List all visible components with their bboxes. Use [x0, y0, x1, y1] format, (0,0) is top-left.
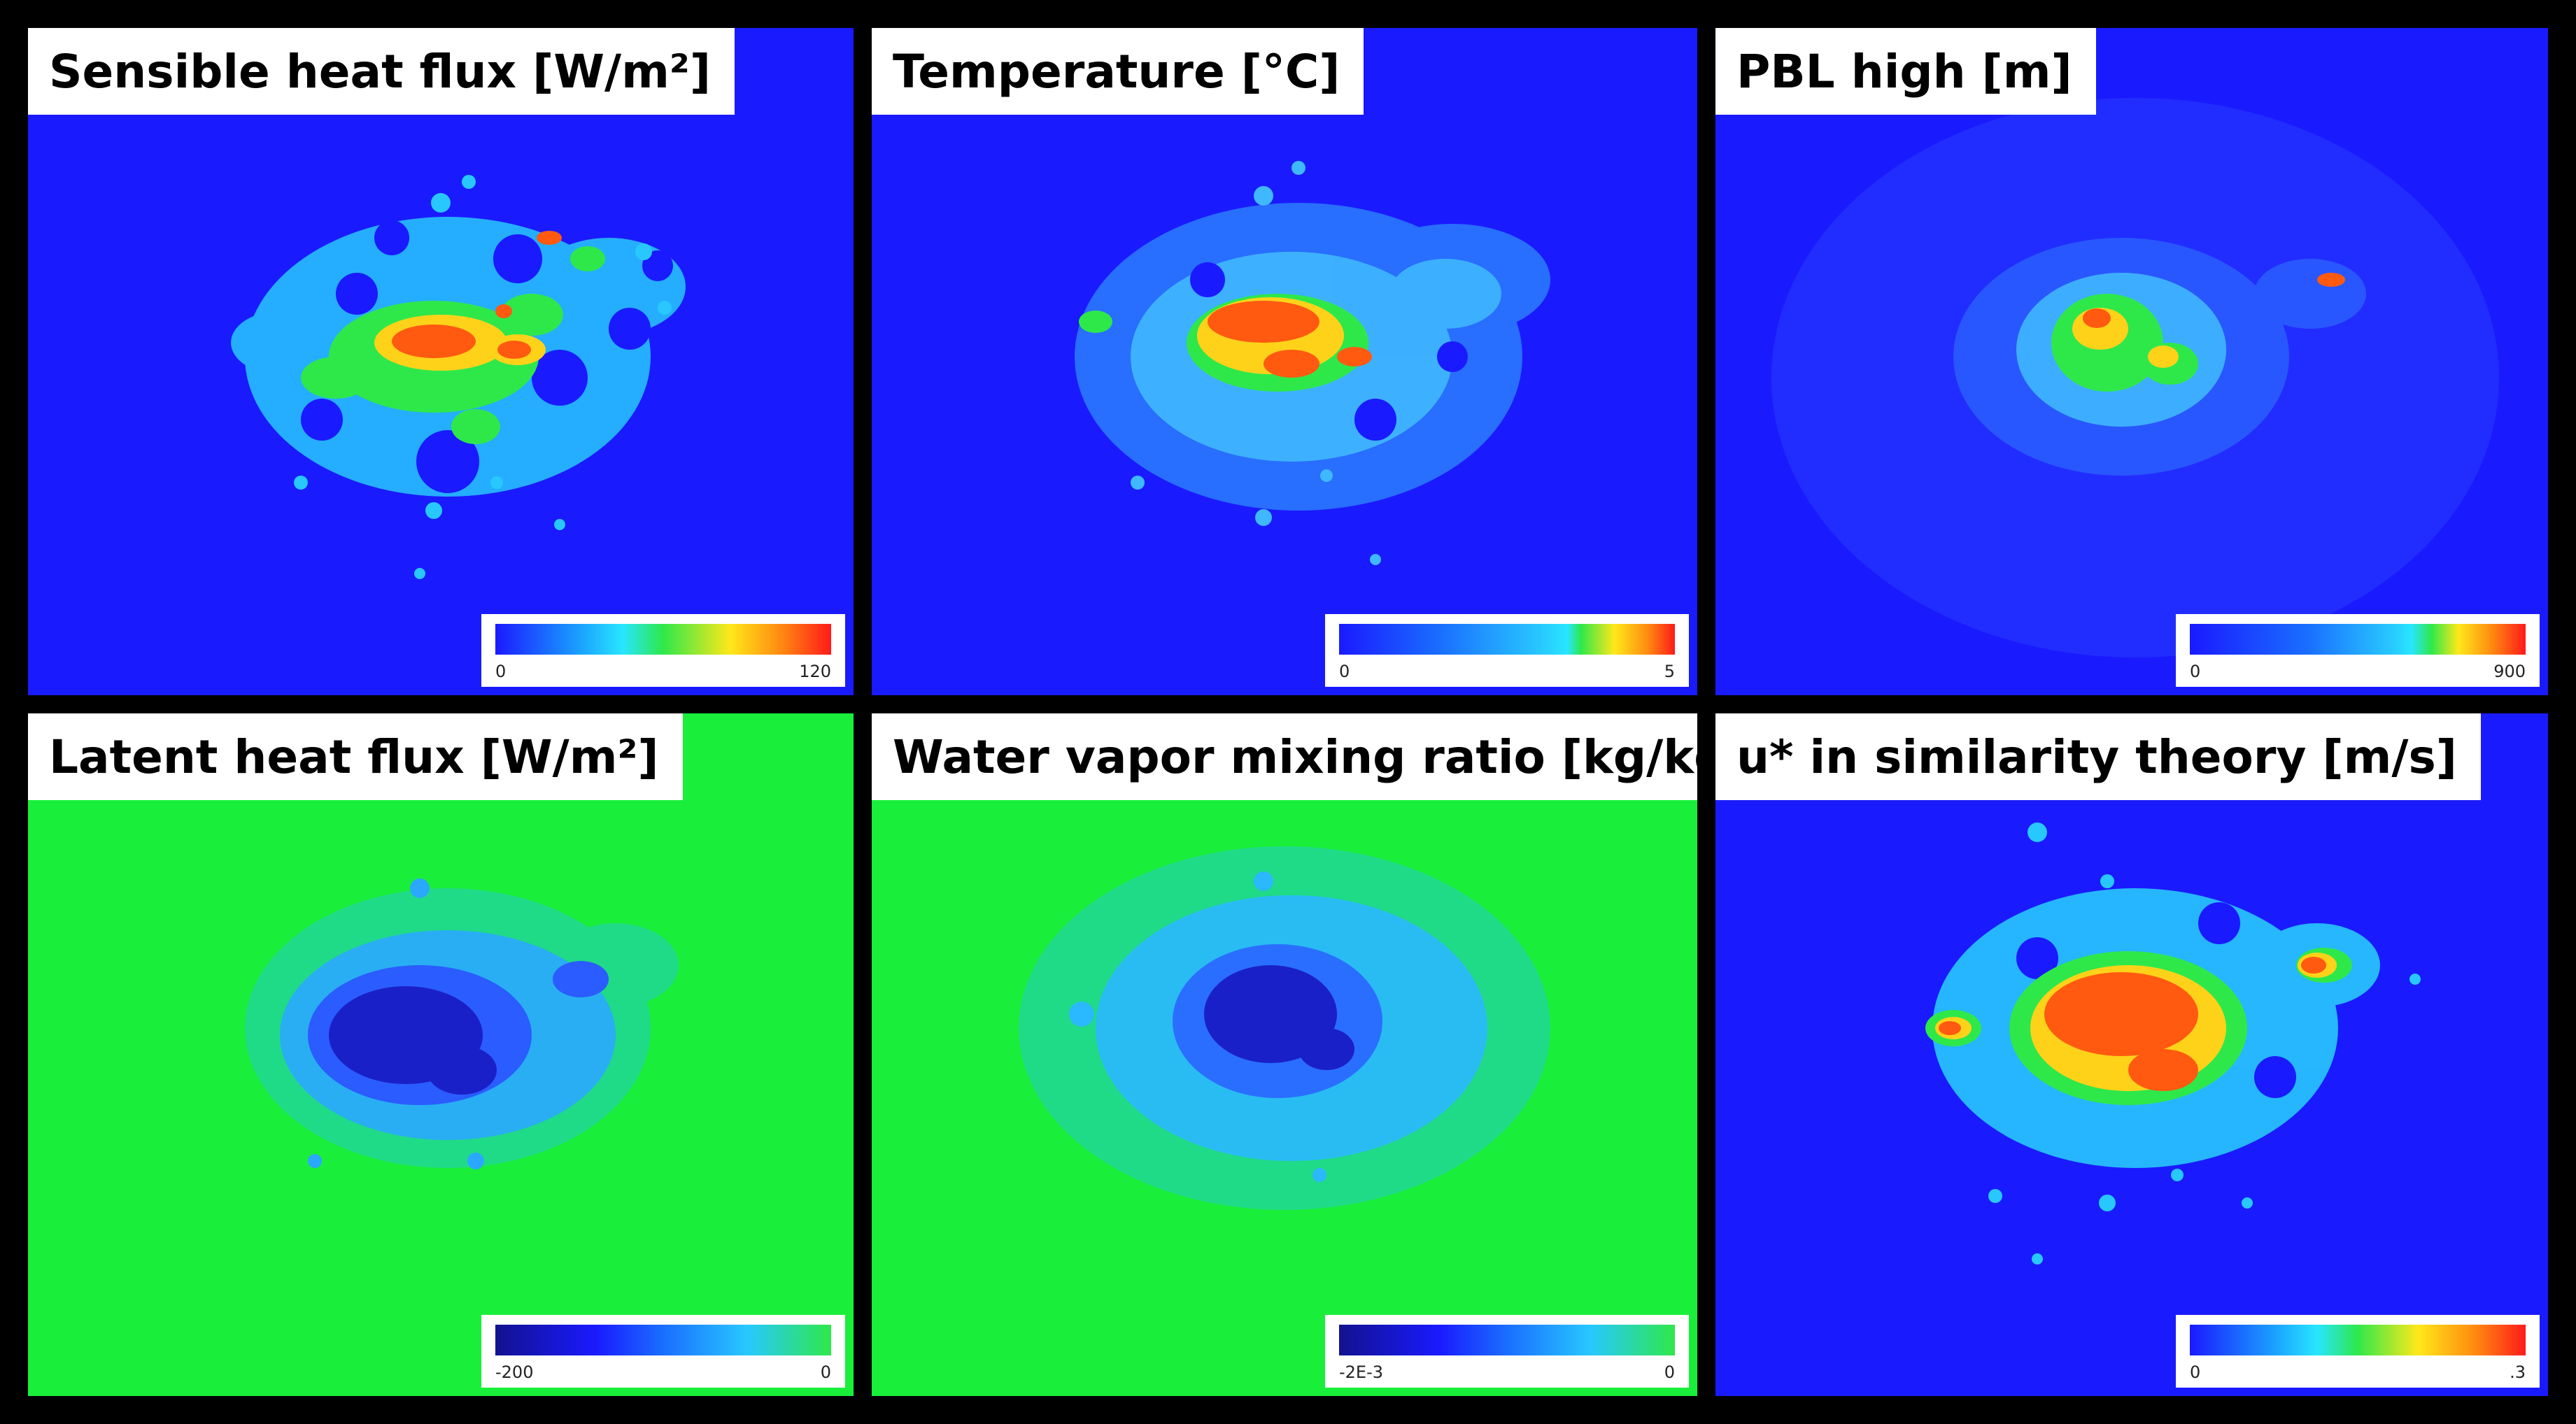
- colorbar-max-label: 0: [820, 1362, 831, 1382]
- colorbar-max-label: .3: [2510, 1362, 2526, 1382]
- colorbar-max-label: 120: [799, 662, 831, 681]
- panel-pbl-height: PBL high [m] 0 900: [1715, 28, 2548, 695]
- panel-title: Temperature [°C]: [872, 28, 1364, 115]
- panel-sensible-heat-flux: Sensible heat flux [W/m²] 0 120: [28, 28, 854, 695]
- colorbar-min-label: -200: [495, 1362, 534, 1382]
- colorbar-min-label: 0: [2190, 1362, 2201, 1382]
- field-map: [1771, 98, 2499, 657]
- panel-water-vapor-mixing-ratio: Water vapor mixing ratio [kg/kg] -2E-3 0: [872, 713, 1697, 1396]
- field-map: [1075, 161, 1550, 565]
- colorbar: 0 900: [2176, 614, 2540, 687]
- colorbar-max-label: 5: [1664, 662, 1675, 681]
- colorbar-gradient: [1339, 1325, 1675, 1355]
- colorbar-min-label: 0: [2190, 662, 2201, 681]
- colorbar-max-label: 0: [1664, 1362, 1675, 1382]
- field-map: [231, 175, 686, 579]
- colorbar-gradient: [2190, 1325, 2526, 1355]
- panel-title: u* in similarity theory [m/s]: [1715, 713, 2481, 800]
- panel-title: Sensible heat flux [W/m²]: [28, 28, 735, 115]
- field-map: [1019, 846, 1550, 1210]
- colorbar-min-label: 0: [495, 662, 507, 681]
- colorbar-gradient: [495, 624, 831, 655]
- field-map: [1925, 823, 2421, 1265]
- colorbar-gradient: [1339, 624, 1675, 655]
- panel-title: PBL high [m]: [1715, 28, 2096, 115]
- colorbar-max-label: 900: [2493, 662, 2526, 681]
- colorbar-min-label: 0: [1339, 662, 1350, 681]
- colorbar: -200 0: [481, 1315, 845, 1388]
- panel-temperature: Temperature [°C] 0 5: [872, 28, 1697, 695]
- colorbar-gradient: [2190, 624, 2526, 655]
- colorbar: 0 5: [1325, 614, 1689, 687]
- field-map: [245, 878, 679, 1169]
- colorbar-gradient: [495, 1325, 831, 1355]
- colorbar: 0 .3: [2176, 1315, 2540, 1388]
- panel-title: Latent heat flux [W/m²]: [28, 713, 683, 800]
- panel-title: Water vapor mixing ratio [kg/kg]: [872, 713, 1697, 800]
- colorbar: 0 120: [481, 614, 845, 687]
- panel-u-star: u* in similarity theory [m/s] 0 .3: [1715, 713, 2548, 1396]
- panel-latent-heat-flux: Latent heat flux [W/m²] -200 0: [28, 713, 854, 1396]
- colorbar-min-label: -2E-3: [1339, 1362, 1384, 1382]
- colorbar: -2E-3 0: [1325, 1315, 1689, 1388]
